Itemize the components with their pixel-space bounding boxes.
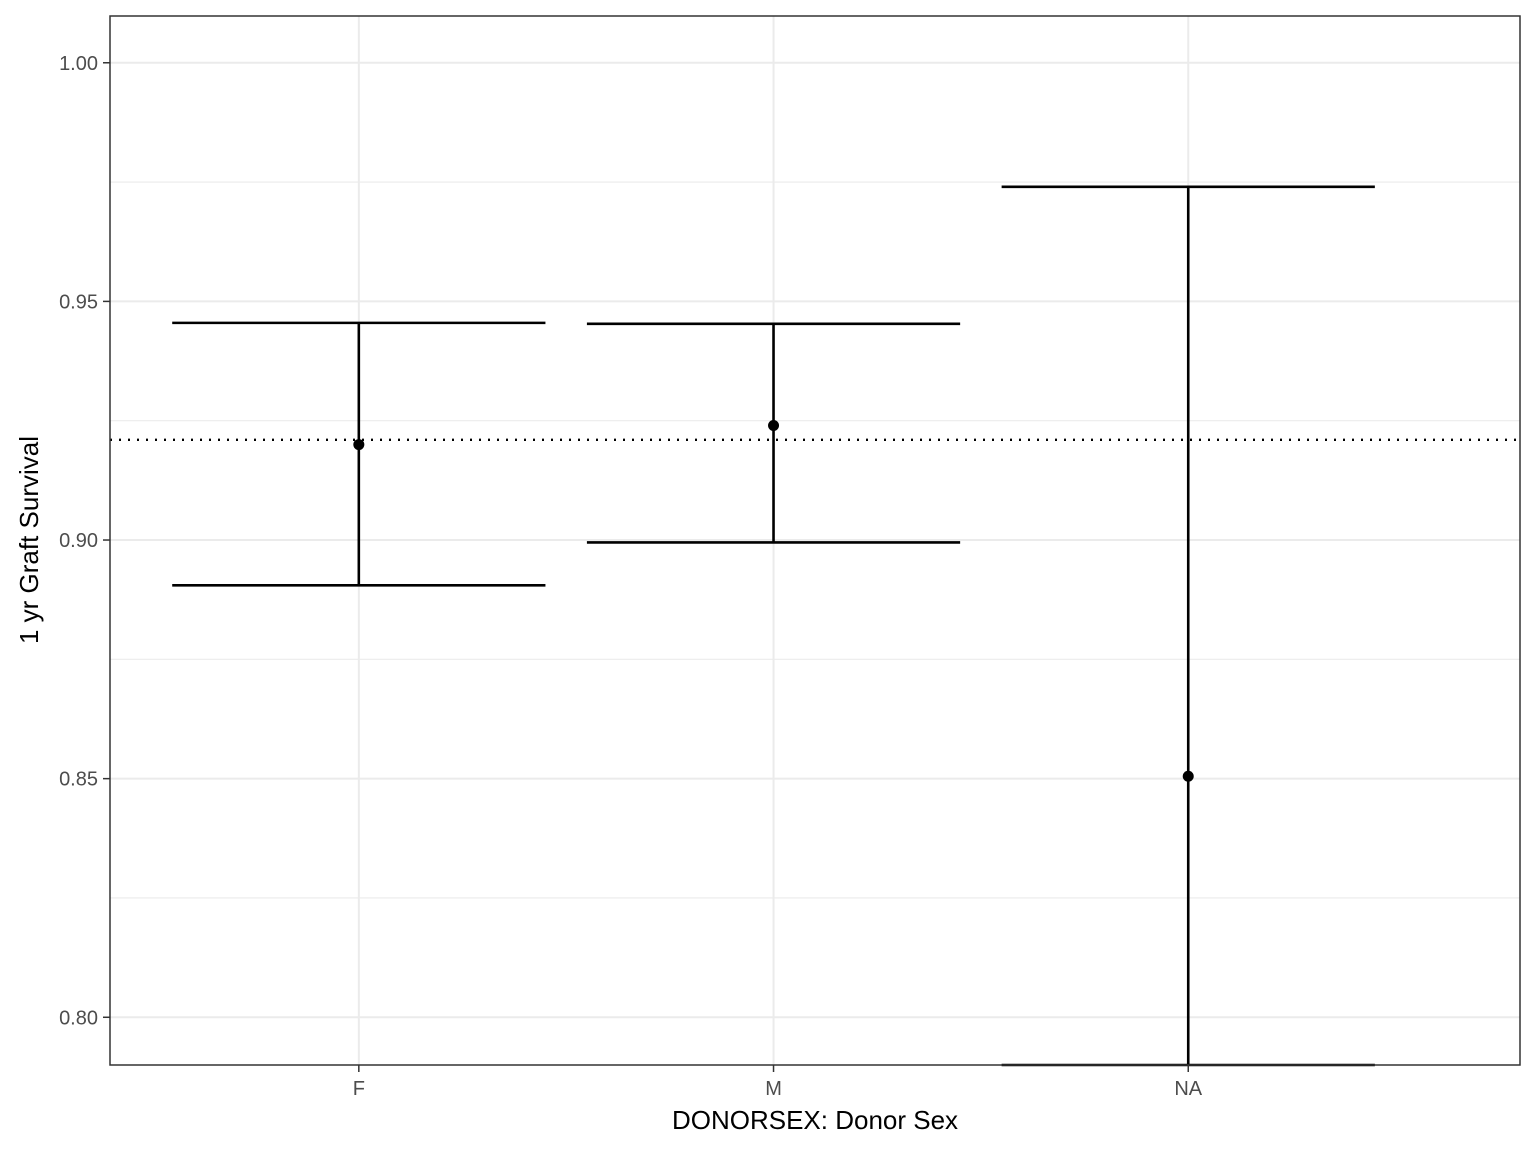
x-axis-title: DONORSEX: Donor Sex xyxy=(672,1105,958,1135)
grid-minor xyxy=(110,181,1520,899)
x-tick-label-NA: NA xyxy=(1174,1078,1202,1100)
y-axis-title: 1 yr Graft Survival xyxy=(14,436,44,644)
y-tick-label-1: 0.85 xyxy=(59,769,98,791)
y-tick-label-4: 1.00 xyxy=(59,53,98,75)
point-layer xyxy=(353,419,1194,782)
point-F xyxy=(353,439,365,451)
x-tick-label-M: M xyxy=(765,1078,782,1100)
errorbar-F xyxy=(172,321,546,587)
x-axis: F M NA xyxy=(353,1065,1203,1100)
y-tick-label-0: 0.80 xyxy=(59,1007,98,1029)
y-tick-label-3: 0.95 xyxy=(59,291,98,313)
y-axis: 0.80 0.85 0.90 0.95 1.00 xyxy=(59,53,110,1029)
y-tick-label-2: 0.90 xyxy=(59,530,98,552)
point-NA xyxy=(1182,770,1194,782)
point-M xyxy=(768,419,780,431)
errorbar-M xyxy=(586,322,961,544)
x-tick-label-F: F xyxy=(353,1078,365,1100)
